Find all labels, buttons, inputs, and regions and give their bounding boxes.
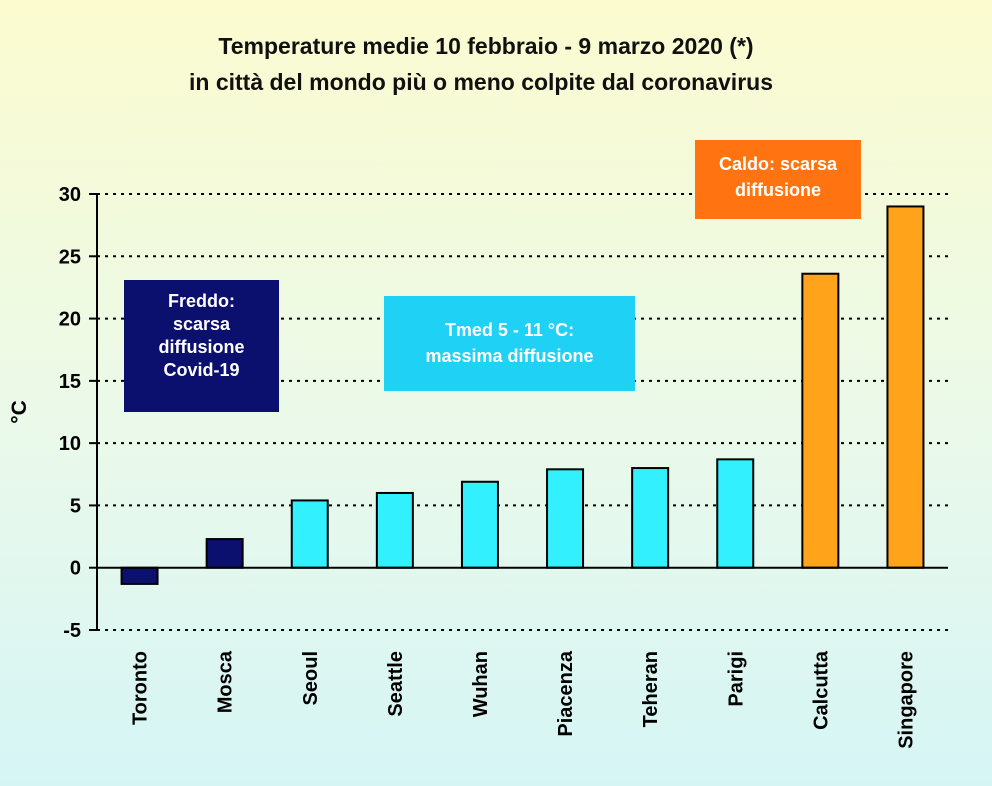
annotation-text: Freddo:: [168, 291, 235, 311]
bars: [120, 205, 925, 585]
x-axis-labels: Toronto Mosca Seoul Seattle Wuhan Piacenza Teh…: [130, 650, 918, 749]
x-tick-label: Teheran: [640, 651, 662, 727]
y-tick-label: 5: [70, 495, 81, 517]
annotation-cold: Freddo: scarsa diffusione Covid-19: [124, 280, 279, 412]
x-tick-label: Seoul: [300, 651, 322, 705]
annotation-text: diffusione: [735, 180, 821, 200]
bar-parigi: [716, 458, 755, 569]
bar-teheran: [631, 467, 670, 569]
bar-toronto: [120, 566, 159, 585]
y-tick-label: 0: [70, 558, 81, 580]
annotation-text: scarsa: [173, 314, 231, 334]
annotation-mild: Tmed 5 - 11 °C: massima diffusione: [384, 296, 635, 391]
annotation-box: [695, 140, 861, 219]
y-tick-label: 20: [59, 309, 81, 331]
annotation-text: Caldo: scarsa: [719, 154, 838, 174]
annotations: Freddo: scarsa diffusione Covid-19 Tmed 5 - …: [124, 140, 861, 412]
y-axis-label: °C: [8, 400, 31, 424]
y-tick-label: 30: [59, 184, 81, 206]
y-axis-ticks: -5 0 5 10 15 20 25 30: [59, 184, 97, 642]
x-tick-label: Seattle: [385, 651, 407, 717]
annotation-text: Tmed 5 - 11 °C:: [445, 320, 574, 340]
bar-seoul: [290, 499, 329, 569]
annotation-text: diffusione: [159, 337, 245, 357]
x-tick-label: Singapore: [895, 651, 917, 749]
y-tick-label: 15: [59, 371, 81, 393]
annotation-text: Covid-19: [163, 360, 239, 380]
chart-title-line-1: Temperature medie 10 febbraio - 9 marzo …: [218, 33, 753, 59]
bar-seattle: [375, 491, 414, 569]
x-tick-label: Parigi: [725, 651, 747, 707]
annotation-box: [384, 296, 635, 391]
bar-mosca: [205, 538, 244, 569]
y-tick-label: 25: [59, 246, 81, 268]
y-tick-label: 10: [59, 433, 81, 455]
annotation-text: massima diffusione: [425, 346, 593, 366]
x-tick-label: Wuhan: [470, 651, 492, 717]
bar-calcutta: [801, 272, 840, 569]
chart-title: Temperature medie 10 febbraio - 9 marzo …: [189, 33, 773, 95]
x-tick-label: Toronto: [130, 651, 152, 725]
axes: [96, 194, 948, 630]
x-tick-label: Calcutta: [810, 650, 832, 730]
x-tick-label: Piacenza: [555, 650, 577, 736]
y-tick-label: -5: [63, 620, 81, 642]
x-tick-label: Mosca: [215, 650, 237, 713]
annotation-box: [124, 280, 279, 412]
bar-piacenza: [546, 468, 585, 569]
annotation-hot: Caldo: scarsa diffusione: [695, 140, 861, 219]
chart-title-line-2: in città del mondo più o meno colpite da…: [189, 69, 773, 95]
bar-singapore: [886, 205, 925, 569]
bar-wuhan: [460, 480, 499, 569]
